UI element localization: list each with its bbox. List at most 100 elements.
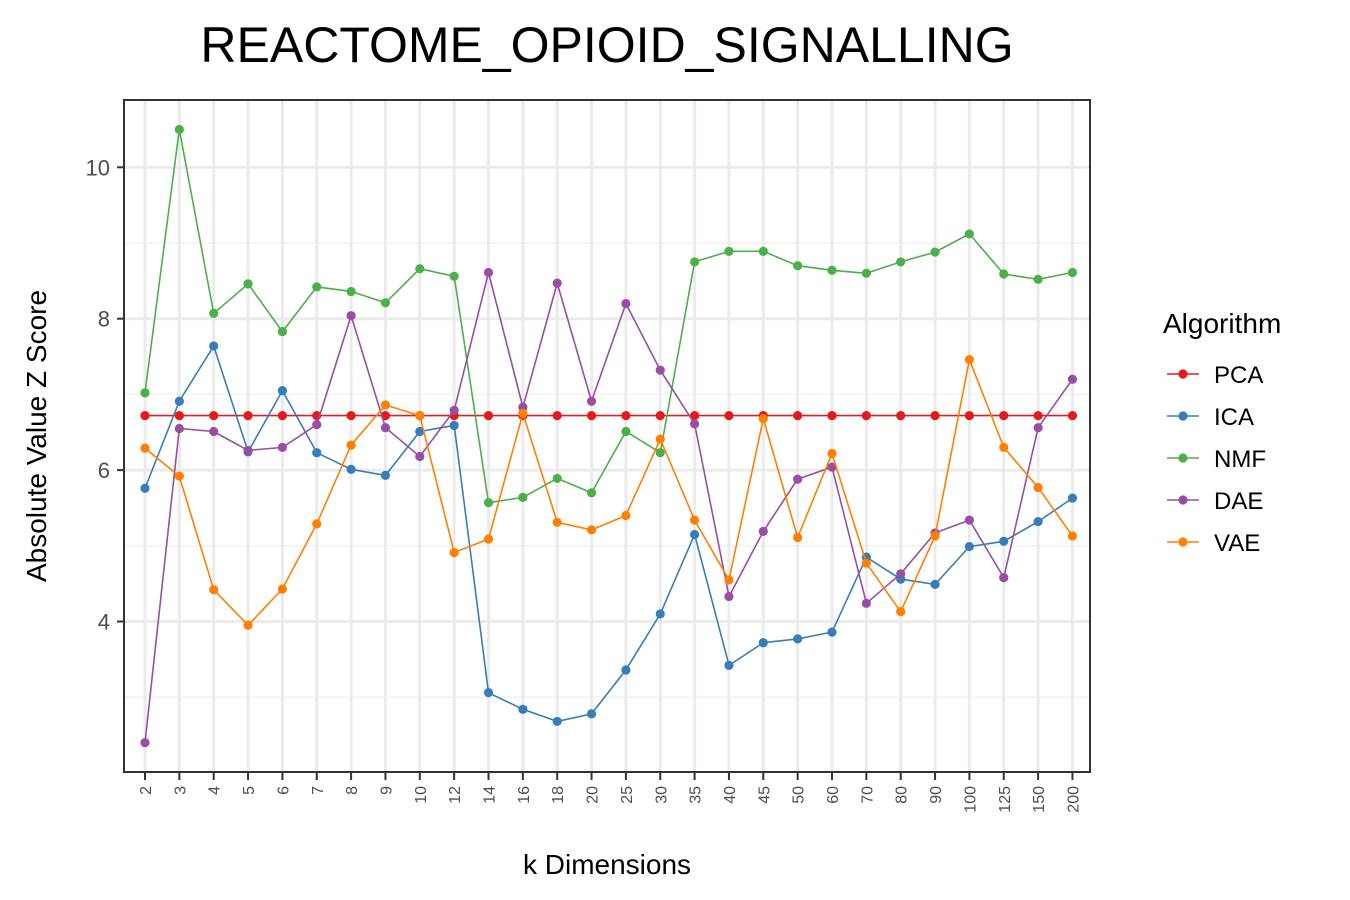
data-point-dae <box>449 405 459 415</box>
data-point-ica <box>140 483 150 493</box>
data-point-ica <box>312 448 322 458</box>
data-point-nmf <box>449 271 459 281</box>
x-tick-label: 16 <box>516 786 533 804</box>
series-line-nmf <box>144 129 1073 504</box>
x-tick-label: 8 <box>344 786 361 795</box>
data-point-ica <box>827 627 837 637</box>
data-point-dae <box>690 419 700 429</box>
data-point-nmf <box>758 246 768 256</box>
data-point-dae <box>174 423 184 434</box>
data-point-dae <box>964 515 975 525</box>
data-point-ica <box>552 716 562 727</box>
data-point-vae <box>724 575 734 585</box>
data-point-dae <box>380 423 391 433</box>
x-tick-label: 90 <box>928 786 945 804</box>
data-point-vae <box>415 410 425 421</box>
x-tick-label: 7 <box>310 786 327 795</box>
data-point-ica <box>518 704 528 714</box>
x-axis-title: k Dimensions <box>523 849 691 880</box>
data-point-vae <box>930 531 940 541</box>
data-point-nmf <box>999 269 1009 279</box>
data-point-nmf <box>655 448 665 458</box>
data-point-ica <box>690 529 700 540</box>
plot-background <box>124 100 1090 772</box>
data-point-vae <box>621 510 631 521</box>
data-point-ica <box>209 341 219 351</box>
data-point-vae <box>758 414 768 424</box>
data-point-vae <box>312 519 322 529</box>
y-tick-label: 6 <box>98 458 110 483</box>
data-point-vae <box>346 440 356 450</box>
legend-label-ica: ICA <box>1214 404 1254 431</box>
data-point-dae <box>586 396 597 406</box>
x-tick-label: 100 <box>962 786 979 813</box>
x-tick-label: 14 <box>482 786 499 804</box>
data-point-ica <box>930 579 940 590</box>
data-point-pca <box>552 410 562 421</box>
data-point-nmf <box>586 488 597 498</box>
data-point-nmf <box>724 246 734 256</box>
x-tick-label: 12 <box>447 786 464 804</box>
x-tick-label: 125 <box>997 786 1014 813</box>
data-point-nmf <box>861 268 871 278</box>
data-point-nmf <box>209 308 219 319</box>
series-line-dae <box>144 272 1074 743</box>
data-point-vae <box>793 532 803 543</box>
data-point-dae <box>724 591 734 602</box>
grid <box>124 100 1090 772</box>
series-line-ica <box>144 344 1073 723</box>
data-point-nmf <box>243 279 253 289</box>
legend-label-vae: VAE <box>1214 530 1260 557</box>
data-point-dae <box>827 462 837 472</box>
data-point-pca <box>793 410 803 421</box>
x-tick-label: 150 <box>1031 786 1048 813</box>
x-tick-label: 200 <box>1065 786 1082 813</box>
data-point-pca <box>724 410 734 421</box>
x-tick-label: 60 <box>825 786 842 804</box>
data-point-pca <box>690 410 700 421</box>
y-axis-title: Absolute Value Z Score <box>21 290 52 582</box>
series-vae <box>140 354 1078 630</box>
data-point-dae <box>209 426 219 437</box>
data-point-pca <box>896 410 906 421</box>
data-point-nmf <box>277 326 287 337</box>
data-point-dae <box>655 365 665 375</box>
x-tick-label: 5 <box>241 786 258 795</box>
data-point-dae <box>758 526 768 537</box>
data-point-vae <box>1033 482 1043 493</box>
data-point-dae <box>1033 423 1043 433</box>
x-tick-label: 18 <box>550 786 567 804</box>
panel-border <box>123 99 1091 773</box>
data-point-vae <box>243 620 253 630</box>
data-point-vae <box>964 354 975 365</box>
data-point-ica <box>1067 493 1078 503</box>
x-tick-label: 70 <box>859 786 876 804</box>
data-point-pca <box>243 410 253 421</box>
data-point-dae <box>346 311 356 321</box>
data-point-ica <box>655 609 665 619</box>
y-tick-label: 4 <box>98 610 110 635</box>
x-tick-label: 20 <box>585 786 602 804</box>
data-point-nmf <box>140 388 150 398</box>
data-point-vae <box>690 515 700 525</box>
data-point-vae <box>586 525 597 535</box>
data-point-nmf <box>1067 267 1078 278</box>
data-point-nmf <box>621 426 631 437</box>
data-point-pca <box>930 410 940 421</box>
x-tick-label: 6 <box>275 786 292 795</box>
data-point-vae <box>896 607 906 617</box>
series-group <box>140 124 1078 748</box>
data-point-nmf <box>793 261 803 271</box>
data-point-vae <box>518 408 528 418</box>
data-point-nmf <box>518 492 528 502</box>
data-point-nmf <box>380 298 391 308</box>
data-point-vae <box>174 471 184 481</box>
data-point-pca <box>209 410 219 421</box>
data-point-dae <box>277 442 287 452</box>
data-point-pca <box>346 410 356 421</box>
data-point-ica <box>586 709 597 719</box>
data-point-dae <box>793 474 803 484</box>
data-point-vae <box>209 585 219 595</box>
